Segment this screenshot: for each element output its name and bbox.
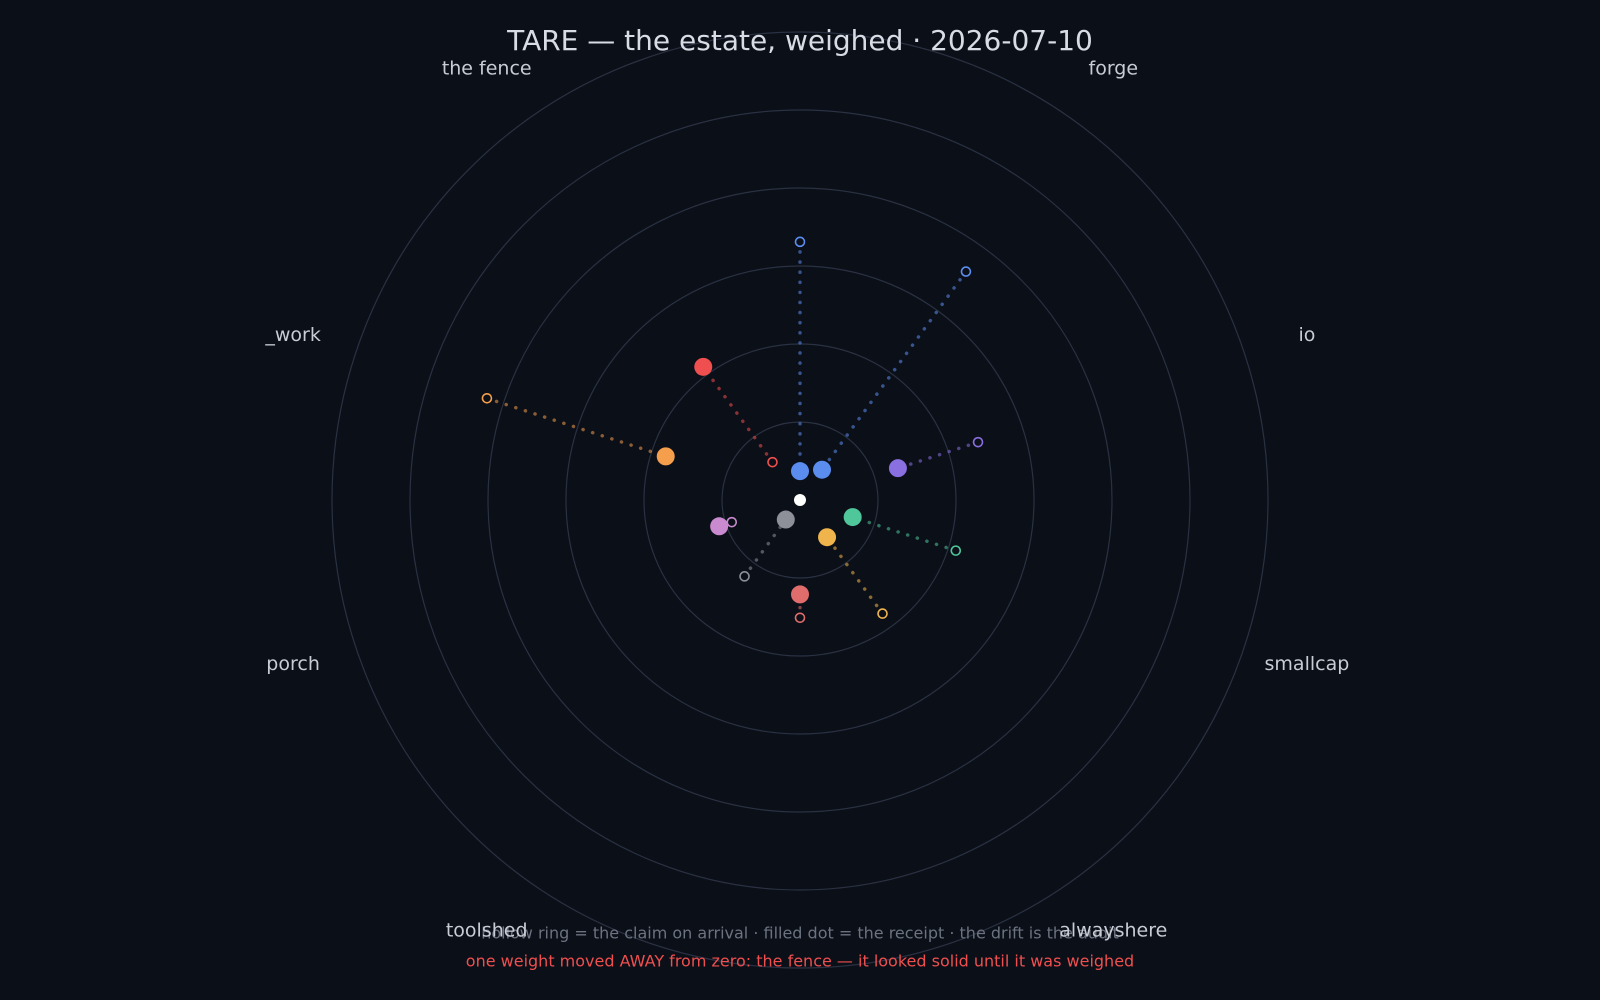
claim-ring xyxy=(726,516,738,528)
category-label: alwayshere xyxy=(1059,920,1167,942)
category-label: the fence xyxy=(442,57,532,79)
claim-ring xyxy=(794,236,806,248)
claim-ring xyxy=(481,392,493,404)
claim-ring xyxy=(972,436,984,448)
receipt-dot xyxy=(656,447,675,466)
ring-grid xyxy=(331,31,1269,969)
chart-title: TARE — the estate, weighed · 2026-07-10 xyxy=(506,24,1093,57)
drift-line xyxy=(701,365,775,464)
category-label: _work xyxy=(264,324,320,346)
drift-line xyxy=(485,396,668,459)
ring-grid xyxy=(409,109,1191,891)
receipt-dot xyxy=(776,510,795,529)
receipt-dot xyxy=(888,459,907,478)
receipt-dot xyxy=(813,460,832,479)
ring-grid xyxy=(487,187,1113,813)
receipt-dot xyxy=(694,357,713,376)
claim-ring xyxy=(767,456,778,468)
claim-ring xyxy=(950,545,962,556)
receipt-dot xyxy=(791,462,809,481)
category-label: smallcap xyxy=(1265,653,1350,675)
category-label: toolshed xyxy=(446,920,528,942)
alert-note: one weight moved AWAY from zero: the fen… xyxy=(466,952,1134,971)
receipt-dot xyxy=(791,585,809,604)
receipt-dot xyxy=(843,508,862,527)
claim-ring xyxy=(739,571,750,582)
drift-line xyxy=(896,440,980,470)
category-label: io xyxy=(1298,324,1315,346)
claim-ring xyxy=(877,608,888,619)
ring-grid xyxy=(565,265,1035,735)
drift-line xyxy=(820,269,968,472)
category-label: forge xyxy=(1089,57,1139,79)
claim-ring xyxy=(960,266,972,277)
receipt-dot xyxy=(818,528,837,547)
origin-dot xyxy=(794,494,806,506)
drift-line xyxy=(850,515,958,553)
category-label: porch xyxy=(266,653,320,675)
claim-ring xyxy=(794,612,806,624)
receipt-dot xyxy=(710,517,729,536)
legend-note: hollow ring = the claim on arrival · fil… xyxy=(481,924,1119,943)
drift-line xyxy=(742,517,788,579)
